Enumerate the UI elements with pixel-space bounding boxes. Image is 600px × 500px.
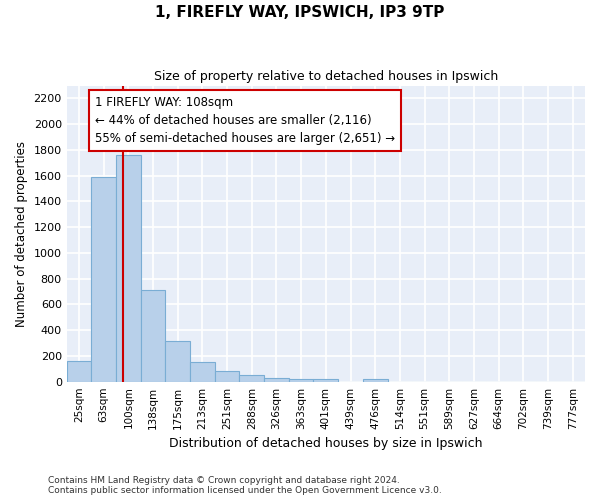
- Bar: [313, 379, 338, 382]
- Bar: [91, 177, 116, 382]
- Bar: [190, 362, 215, 382]
- Text: Contains HM Land Registry data © Crown copyright and database right 2024.
Contai: Contains HM Land Registry data © Crown c…: [48, 476, 442, 495]
- Y-axis label: Number of detached properties: Number of detached properties: [15, 140, 28, 326]
- Bar: [289, 379, 313, 382]
- Bar: [166, 341, 190, 382]
- Bar: [239, 375, 264, 382]
- Bar: [116, 155, 141, 382]
- Text: 1, FIREFLY WAY, IPSWICH, IP3 9TP: 1, FIREFLY WAY, IPSWICH, IP3 9TP: [155, 5, 445, 20]
- Bar: [264, 378, 289, 382]
- Text: 1 FIREFLY WAY: 108sqm
← 44% of detached houses are smaller (2,116)
55% of semi-d: 1 FIREFLY WAY: 108sqm ← 44% of detached …: [95, 96, 395, 145]
- Bar: [363, 379, 388, 382]
- Bar: [215, 370, 239, 382]
- X-axis label: Distribution of detached houses by size in Ipswich: Distribution of detached houses by size …: [169, 437, 482, 450]
- Title: Size of property relative to detached houses in Ipswich: Size of property relative to detached ho…: [154, 70, 498, 83]
- Bar: [67, 361, 91, 382]
- Bar: [141, 290, 166, 382]
